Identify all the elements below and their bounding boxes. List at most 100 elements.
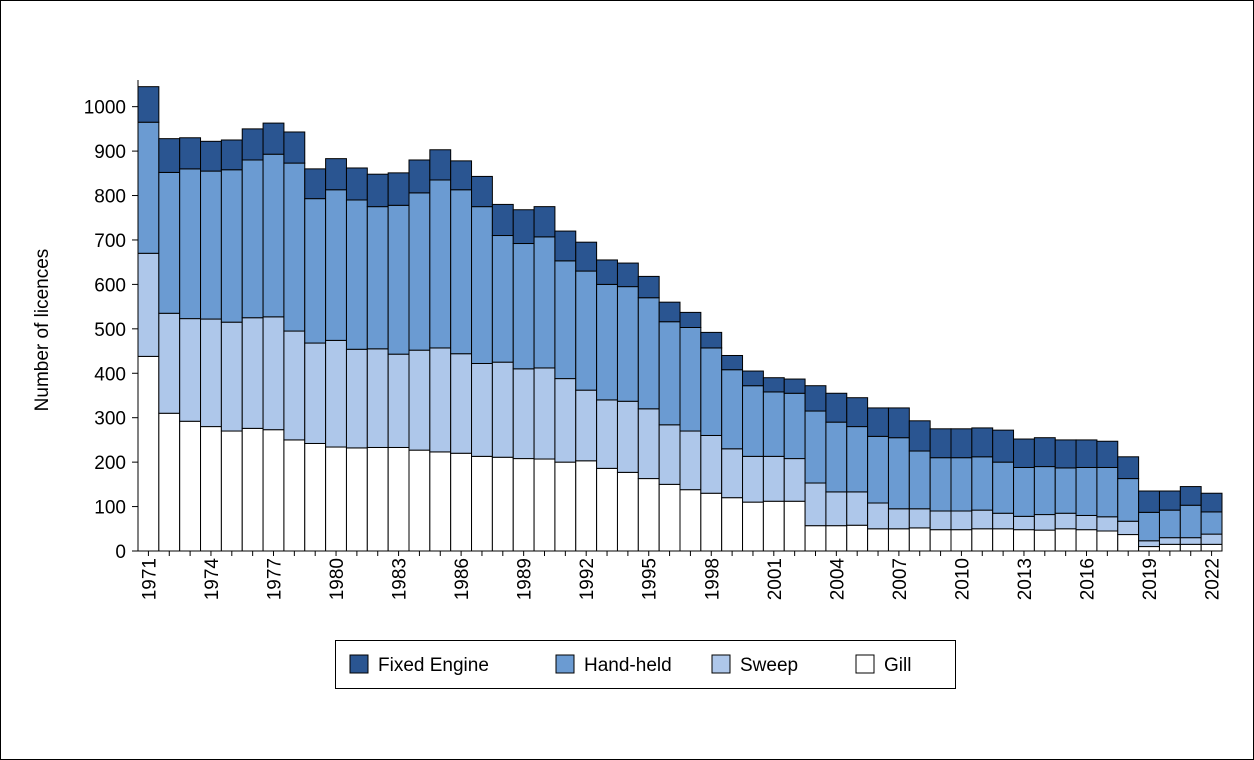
bar-segment <box>1013 466 1035 517</box>
bar-segment <box>491 361 514 458</box>
bar-segment <box>304 168 327 200</box>
bar-segment <box>700 434 723 494</box>
y-tick-label: 700 <box>94 231 126 252</box>
bar-segment <box>721 448 744 499</box>
bar-segment <box>1033 514 1056 531</box>
legend-swatch <box>711 654 731 674</box>
bar-segment <box>1054 467 1077 514</box>
bar-segment <box>992 512 1015 530</box>
bar-segment <box>262 153 285 318</box>
bar-segment <box>762 500 785 552</box>
bar-segment <box>887 528 910 552</box>
y-tick-label: 100 <box>94 498 126 519</box>
bar-segment <box>658 424 681 485</box>
bar-segment <box>658 301 681 323</box>
bar-segment <box>1117 520 1140 536</box>
bar-segment <box>742 501 764 552</box>
bar-segment <box>1013 438 1035 468</box>
legend-swatch <box>555 654 575 674</box>
bar-segment <box>1138 546 1160 552</box>
bar-segment <box>908 527 931 552</box>
bar-segment <box>554 378 577 463</box>
legend <box>335 640 956 689</box>
bar-segment <box>366 348 389 448</box>
bar-segment <box>533 206 556 238</box>
bar-segment <box>387 204 410 355</box>
y-tick-label: 1000 <box>84 98 126 119</box>
bar-segment <box>846 426 869 493</box>
bar-segment <box>283 162 306 332</box>
bar-segment <box>450 160 473 191</box>
bar-segment <box>366 173 389 208</box>
bar-segment <box>471 362 493 457</box>
x-tick-label: 1989 <box>515 558 536 600</box>
bar-segment <box>533 236 556 369</box>
bar-segment <box>867 407 889 437</box>
bar-segment <box>950 510 973 531</box>
bar-segment <box>825 392 848 423</box>
bar-segment <box>1075 466 1098 516</box>
bar-segment <box>345 447 368 552</box>
bar-segment <box>429 347 452 453</box>
bar-segment <box>1179 537 1202 545</box>
bar-segment <box>929 428 952 459</box>
bar-segment <box>1200 492 1223 513</box>
bar-segment <box>512 243 535 370</box>
bar-segment <box>762 455 785 502</box>
bar-segment <box>908 450 931 510</box>
bar-segment <box>200 140 222 172</box>
bar-segment <box>1033 529 1056 552</box>
bar-segment <box>1013 515 1035 531</box>
bar-segment <box>179 168 202 320</box>
bar-segment <box>158 138 181 173</box>
bar-segment <box>366 446 389 552</box>
bar-segment <box>971 509 994 530</box>
bar-segment <box>241 159 264 319</box>
bar-segment <box>575 270 598 391</box>
x-tick-label: 1986 <box>452 558 473 600</box>
bar-segment <box>200 426 222 552</box>
bar-segment <box>971 456 994 511</box>
bar-segment <box>867 502 889 530</box>
bar-segment <box>616 286 639 402</box>
bar-segment <box>137 121 160 254</box>
bar-segment <box>283 131 306 164</box>
legend-swatch <box>855 654 875 674</box>
bar-segment <box>887 437 910 510</box>
bar-segment <box>658 321 681 426</box>
x-tick-label: 1980 <box>327 558 348 600</box>
bar-segment <box>450 452 473 552</box>
bar-segment <box>783 500 806 552</box>
bar-segment <box>596 259 618 285</box>
bar-segment <box>846 397 869 428</box>
bar-segment <box>1179 543 1202 552</box>
bar-segment <box>325 189 347 341</box>
bar-segment <box>1200 511 1223 535</box>
bar-segment <box>179 137 202 170</box>
bar-segment <box>825 525 848 552</box>
x-tick-label: 1998 <box>702 558 723 600</box>
legend-label: Gill <box>884 655 911 676</box>
bar-segment <box>1117 456 1140 480</box>
bar-segment <box>429 451 452 552</box>
bar-segment <box>1200 533 1223 545</box>
bar-segment <box>596 467 618 552</box>
bar-segment <box>1117 478 1140 522</box>
bar-segment <box>992 429 1015 463</box>
bar-segment <box>158 171 181 314</box>
bar-segment <box>1158 543 1181 552</box>
bar-segment <box>325 339 347 448</box>
bar-segment <box>158 412 181 552</box>
bar-segment <box>637 408 660 480</box>
x-tick-label: 2016 <box>1078 558 1099 600</box>
bar-segment <box>742 455 764 503</box>
bar-segment <box>554 461 577 552</box>
x-tick-label: 2022 <box>1203 558 1224 600</box>
bar-segment <box>262 316 285 431</box>
bar-segment <box>700 492 723 552</box>
bar-segment <box>220 169 243 323</box>
x-tick-label: 2013 <box>1015 558 1036 600</box>
y-tick-label: 0 <box>115 542 126 563</box>
bar-segment <box>679 326 702 432</box>
